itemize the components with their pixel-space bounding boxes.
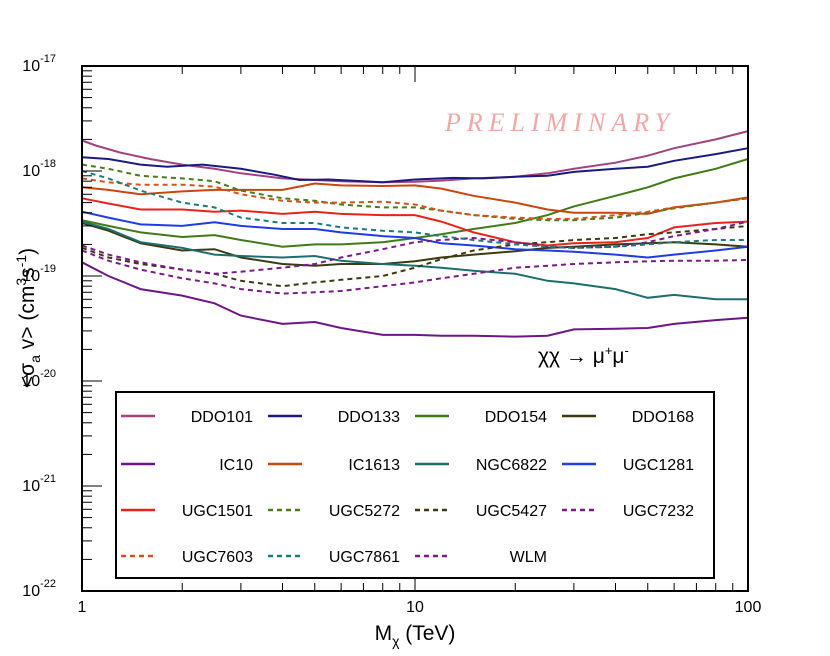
- y-axis-label-sup2: -1: [13, 255, 29, 268]
- y-axis-label-sub: a: [27, 355, 43, 363]
- legend-label-ngc6822: NGC6822: [476, 457, 547, 474]
- y-axis-label-p4: ): [16, 248, 39, 255]
- annotation-sup1: +: [605, 343, 613, 358]
- series-line-ugc5272: [81, 163, 749, 222]
- series-line-ugc7603: [81, 177, 749, 220]
- legend-label-ugc1281: UGC1281: [623, 457, 694, 474]
- series-line-ugc1281: [81, 210, 749, 259]
- y-axis-label-p3: s: [16, 267, 39, 278]
- y-axis-label-p1: <σ: [16, 363, 39, 388]
- series-line-ddo101: [81, 130, 749, 184]
- y-axis-label: <σa v> (cm3s-1): [13, 248, 43, 388]
- watermark-text: PRELIMINARY: [444, 108, 675, 137]
- y-tick-label: 10-18: [22, 158, 56, 180]
- process-annotation: χχ → μ+μ-: [538, 343, 629, 368]
- series-line-ddo133: [81, 147, 749, 184]
- series-line-ic10: [81, 261, 749, 338]
- series-line-ugc7232: [81, 220, 749, 275]
- x-tick-label: 100: [735, 599, 762, 616]
- legend-label-ddo154: DDO154: [485, 409, 547, 426]
- legend-label-ugc7232: UGC7232: [623, 503, 694, 520]
- axis-ticks: 1 10 100 10-22 10-21 10-20 10-19 10-18 10-17: [22, 53, 761, 616]
- legend-label-ugc5272: UGC5272: [329, 503, 400, 520]
- x-axis-label-sub: χ: [392, 633, 400, 649]
- legend-label-ddo168: DDO168: [632, 409, 694, 426]
- series-line-ngc6822: [81, 220, 748, 301]
- legend-label-ugc7861: UGC7861: [329, 549, 400, 566]
- x-axis-label-rest: (TeV): [399, 622, 455, 645]
- y-tick-label: 10-20: [22, 368, 56, 390]
- series-layer: [81, 130, 749, 338]
- y-tick-label: 10-22: [22, 578, 56, 600]
- legend-label-ugc5427: UGC5427: [476, 503, 547, 520]
- legend: DDO101 DDO133 DDO154 DDO168 IC10 IC1613 NGC682…: [121, 409, 694, 566]
- annotation-sup2: -: [625, 343, 629, 358]
- series-line-ugc1501: [81, 197, 749, 247]
- y-tick-label: 10-21: [22, 473, 56, 495]
- y-tick-label: 10-19: [22, 263, 56, 285]
- y-axis-label-p2: v> (cm: [16, 286, 39, 355]
- legend-label-ugc1501: UGC1501: [182, 503, 253, 520]
- legend-label-ddo133: DDO133: [338, 409, 400, 426]
- legend-label-ugc7603: UGC7603: [182, 549, 253, 566]
- y-tick-label: 10-17: [22, 53, 56, 75]
- series-line-wlm: [81, 249, 749, 295]
- annotation-mid: μ: [612, 345, 624, 368]
- legend-label-ddo101: DDO101: [191, 409, 253, 426]
- legend-label-wlm: WLM: [510, 549, 547, 566]
- legend-label-ic1613: IC1613: [348, 457, 400, 474]
- y-axis-label-sup1: 3: [13, 278, 29, 286]
- x-axis-label: Mχ (TeV): [375, 622, 456, 649]
- legend-box: [115, 391, 715, 579]
- x-tick-label: 1: [78, 599, 87, 616]
- annotation-base: χχ → μ: [538, 345, 605, 368]
- x-tick-label: 10: [406, 599, 424, 616]
- x-axis-label-main: M: [375, 622, 393, 645]
- legend-label-ic10: IC10: [219, 457, 253, 474]
